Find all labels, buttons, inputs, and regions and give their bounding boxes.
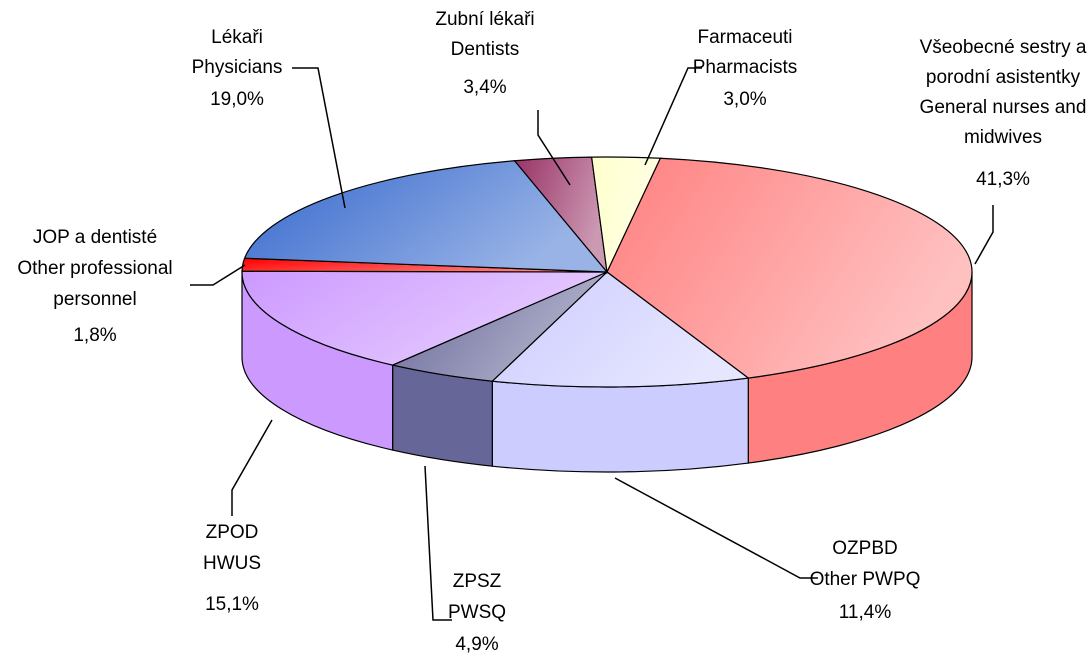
leader-line (292, 67, 346, 209)
leader-line (231, 419, 273, 516)
slice-label: Pharmacists (693, 57, 798, 78)
slice-side (491, 377, 749, 473)
leader-line (614, 477, 818, 579)
slice-label: porodní asistentky (926, 67, 1081, 88)
value-label: 3,0% (723, 89, 766, 110)
value-label: 19,0% (210, 89, 264, 110)
slice (606, 157, 973, 379)
slice-label: personnel (53, 289, 136, 310)
slice-label: Physicians (192, 57, 283, 78)
slice-label: Dentists (451, 39, 520, 60)
slice-label: Lékaři (211, 27, 263, 48)
slice (590, 156, 662, 275)
value-label: 1,8% (73, 325, 116, 346)
leader-line (644, 67, 702, 166)
slice-label: General nurses and (920, 97, 1087, 118)
leader-line (424, 465, 452, 621)
slice-label: HWUS (203, 553, 261, 574)
leader-line (190, 264, 246, 286)
slice-label: Zubní lékaři (435, 9, 534, 30)
value-label: 11,4% (839, 602, 892, 623)
slice-label: Other PWPQ (810, 569, 921, 590)
value-label: 41,3% (976, 169, 1030, 190)
slice-label: Farmaceuti (697, 27, 792, 48)
slice-label: PWSQ (448, 602, 506, 623)
slice-label: ZPOD (206, 522, 259, 543)
slice-label: Other professional (17, 258, 172, 279)
leader-line (974, 205, 994, 265)
slice (243, 160, 609, 273)
leader-line (537, 110, 571, 186)
slice (241, 270, 608, 366)
slice-label: OZPBD (832, 538, 897, 559)
slice-side (392, 364, 493, 467)
slice-label: midwives (964, 127, 1042, 148)
value-label: 3,4% (463, 77, 506, 98)
slice-label: ZPSZ (453, 571, 502, 592)
value-label: 4,9% (455, 634, 498, 655)
slice-label: Všeobecné sestry a (920, 37, 1087, 58)
slice (490, 271, 750, 388)
value-label: 15,1% (205, 594, 259, 615)
slice-label: JOP a dentisté (33, 227, 157, 248)
